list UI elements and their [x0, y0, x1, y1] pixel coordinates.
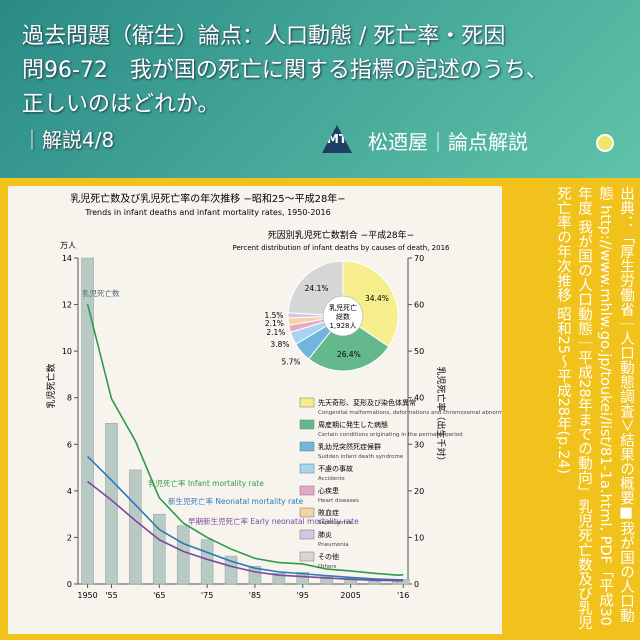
bar [320, 576, 333, 585]
legend-label: 肺炎 [318, 531, 332, 539]
pie-title: 死因別乳児死亡数割合 −平成28年− [268, 229, 414, 241]
y2-tick-label: 60 [414, 301, 424, 310]
legend-swatch [299, 507, 315, 518]
line [86, 303, 404, 576]
legend-label-en: Sudden infant death syndrome [318, 454, 404, 460]
x-tick-label: '95 [297, 591, 309, 600]
legend-label-en: Others [318, 564, 337, 570]
y-tick-label: 14 [62, 254, 72, 263]
y2-tick-label: 30 [414, 440, 424, 449]
slice-label: 2.1% [265, 319, 284, 328]
pie-center-label: 乳児死亡 [329, 303, 357, 312]
slice-label: 26.4% [337, 350, 361, 359]
icon [596, 134, 614, 152]
slice-label: 1.5% [264, 311, 283, 320]
y2-tick-label: 10 [414, 533, 424, 542]
x-tick-label: 2005 [340, 591, 360, 600]
bar [105, 423, 118, 585]
legend-swatch [299, 485, 315, 496]
x-tick-label: '55 [105, 591, 117, 600]
y2-tick-label: 50 [414, 347, 424, 356]
header-line: 問96-72 我が国の死亡に関する指標の記述のうち、 [22, 58, 548, 83]
y-tick-label: 2 [67, 533, 72, 542]
legend-swatch [299, 441, 315, 452]
logo: MT [322, 125, 352, 153]
legend-label-en: Pneumonia [318, 542, 349, 548]
series-label: 早期新生児死亡率 Early neonatal mortality rate [188, 516, 359, 526]
legend-label: その他 [318, 552, 339, 561]
header-line: 正しいのはどれか。 [22, 92, 220, 117]
legend-label: 周産期に発生した病態 [318, 420, 388, 429]
legend-label-en: Septicaemia [318, 520, 352, 526]
y-label: 乳児死亡数 [45, 363, 57, 408]
legend-label: 乳幼児突然死症候群 [318, 442, 381, 451]
y-unit: 万人 [60, 241, 76, 250]
y-tick-label: 0 [67, 580, 72, 589]
line [87, 455, 404, 581]
bar [272, 573, 286, 585]
x-tick-label: '75 [201, 591, 213, 600]
legend-swatch [299, 463, 315, 474]
chart-title: 乳児死亡数及び乳児死亡率の年次推移 −昭和25〜平成28年− [70, 192, 345, 205]
pie-center-label: 1,928人 [329, 322, 356, 330]
y-tick-label: 4 [67, 487, 72, 496]
bar [224, 555, 238, 585]
x-tick-label: '85 [249, 591, 261, 600]
source-text: 出典：「厚生労働省｜人口動態調査＞結果の概要■我が国の人口動態 http://w… [555, 186, 634, 630]
legend-label: 心疾患 [318, 486, 339, 495]
y-tick-label: 8 [67, 394, 72, 403]
series-label: 新生児死亡率 Neonatal mortality rate [168, 496, 304, 506]
pie-center-label: 総数 [336, 312, 350, 321]
brand: 松迺屋｜論点解説 [368, 130, 528, 154]
legend-swatch [299, 397, 315, 408]
slice-label: 34.4% [365, 294, 389, 303]
series-label: 乳児死亡数 [82, 288, 120, 298]
chart-subtitle: Trends in infant deaths and infant morta… [84, 208, 330, 217]
bar [176, 525, 190, 585]
x-tick-label: '16 [397, 591, 409, 600]
line [87, 480, 404, 582]
legend-swatch [299, 529, 315, 540]
pie-slice [307, 315, 390, 372]
part-label: ｜解説4/8 [22, 128, 115, 152]
bar [200, 539, 214, 585]
y2-tick-label: 40 [414, 394, 424, 403]
y2-label: 乳児死亡率（出生千対） [435, 366, 447, 465]
y2-tick-label: 70 [414, 254, 424, 263]
legend-label-en: Accidents [318, 476, 345, 482]
slice-label: 5.7% [281, 357, 300, 366]
y-tick-label: 10 [62, 347, 72, 356]
pie-center [322, 295, 364, 337]
legend-label: 先天奇形、変形及び染色体異常 [318, 398, 416, 407]
legend-label: 敗血症 [318, 508, 339, 517]
legend-label-en: Heart diseases [318, 498, 359, 504]
legend-label-en: Certain conditions originating in the pe… [318, 432, 463, 438]
slice-label: 3.8% [270, 340, 289, 349]
bar [81, 257, 94, 585]
y-tick-label: 12 [62, 301, 72, 310]
legend-label: 不慮の事故 [318, 464, 353, 473]
y2-tick-label: 0 [414, 580, 419, 589]
pie-subtitle: Percent distribution of infant deaths by… [233, 244, 451, 252]
series-label: 乳児死亡率 Infant mortality rate [148, 478, 264, 488]
header-line: 過去問題（衛生）論点：人口動態 / 死亡率・死因 [22, 24, 506, 49]
x-tick-label: 1950 [77, 591, 97, 600]
bar [296, 572, 310, 585]
x-tick-label: '65 [153, 591, 165, 600]
chart: 乳児死亡数及び乳児死亡率の年次推移 −昭和25〜平成28年− Trends in… [8, 186, 502, 634]
bar [129, 469, 142, 585]
slice-label: 24.1% [305, 284, 329, 293]
legend-swatch [299, 419, 315, 430]
y2-tick-label: 20 [414, 487, 424, 496]
legend-swatch [299, 551, 315, 562]
legend-label-en: Congenital malformations, deformations a… [318, 410, 502, 416]
slice-label: 2.1% [266, 328, 285, 337]
y-tick-label: 6 [67, 440, 72, 449]
